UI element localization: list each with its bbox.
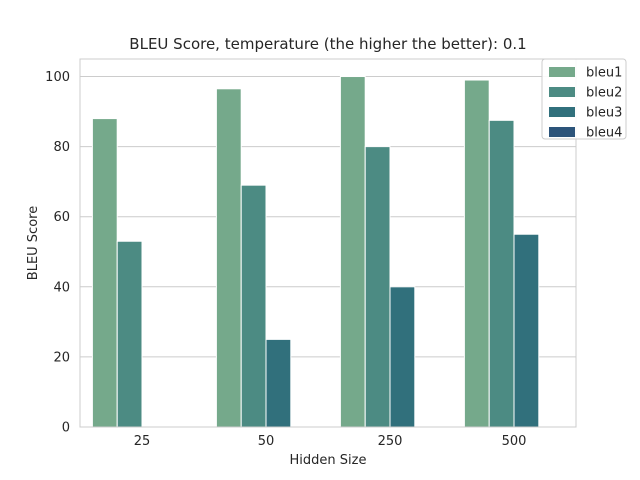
y-axis-label: BLEU Score [26,206,41,280]
legend: bleu1 bleu2 bleu3 bleu4 [541,58,627,141]
bar-bleu2-500 [488,119,515,428]
bars [91,76,540,428]
x-tick-label: 250 [378,434,403,449]
legend-label-bleu4: bleu4 [586,126,622,141]
plot-frame [79,58,577,428]
legend-swatch-bleu2 [549,87,575,97]
legend-label-bleu1: bleu1 [586,66,622,81]
bar-bleu2-25 [116,240,143,428]
legend-swatch-bleu1 [549,67,575,77]
bar-bleu1-25 [91,118,118,428]
bar-bleu3-50 [265,338,292,428]
y-tick-label: 0 [62,421,70,436]
y-tick-label: 60 [53,210,70,225]
x-axis-label: Hidden Size [290,453,367,468]
bar-bleu1-50 [215,88,242,428]
x-tick-label: 25 [134,434,151,449]
y-tick-labels: 0 20 40 60 80 100 [45,70,70,435]
bar-bleu2-250 [364,146,391,428]
legend-label-bleu2: bleu2 [586,86,622,101]
legend-swatch-bleu3 [549,107,575,117]
x-tick-label: 50 [258,434,275,449]
bar-bleu2-50 [240,184,267,428]
bar-bleu3-250 [389,286,416,428]
x-tick-labels: 25 50 250 500 [134,434,527,449]
legend-swatch-bleu4 [549,127,575,137]
legend-label-bleu3: bleu3 [586,106,622,121]
y-tick-label: 40 [53,280,70,295]
y-tick-label: 80 [53,140,70,155]
bar-bleu1-250 [339,76,366,428]
y-tick-label: 100 [45,70,70,85]
y-tick-label: 20 [53,350,70,365]
bar-bleu1-500 [463,79,490,428]
chart-title: BLEU Score, temperature (the higher the … [129,35,526,53]
legend-frame [541,58,627,140]
bar-bleu3-500 [513,233,540,428]
x-tick-label: 500 [502,434,527,449]
